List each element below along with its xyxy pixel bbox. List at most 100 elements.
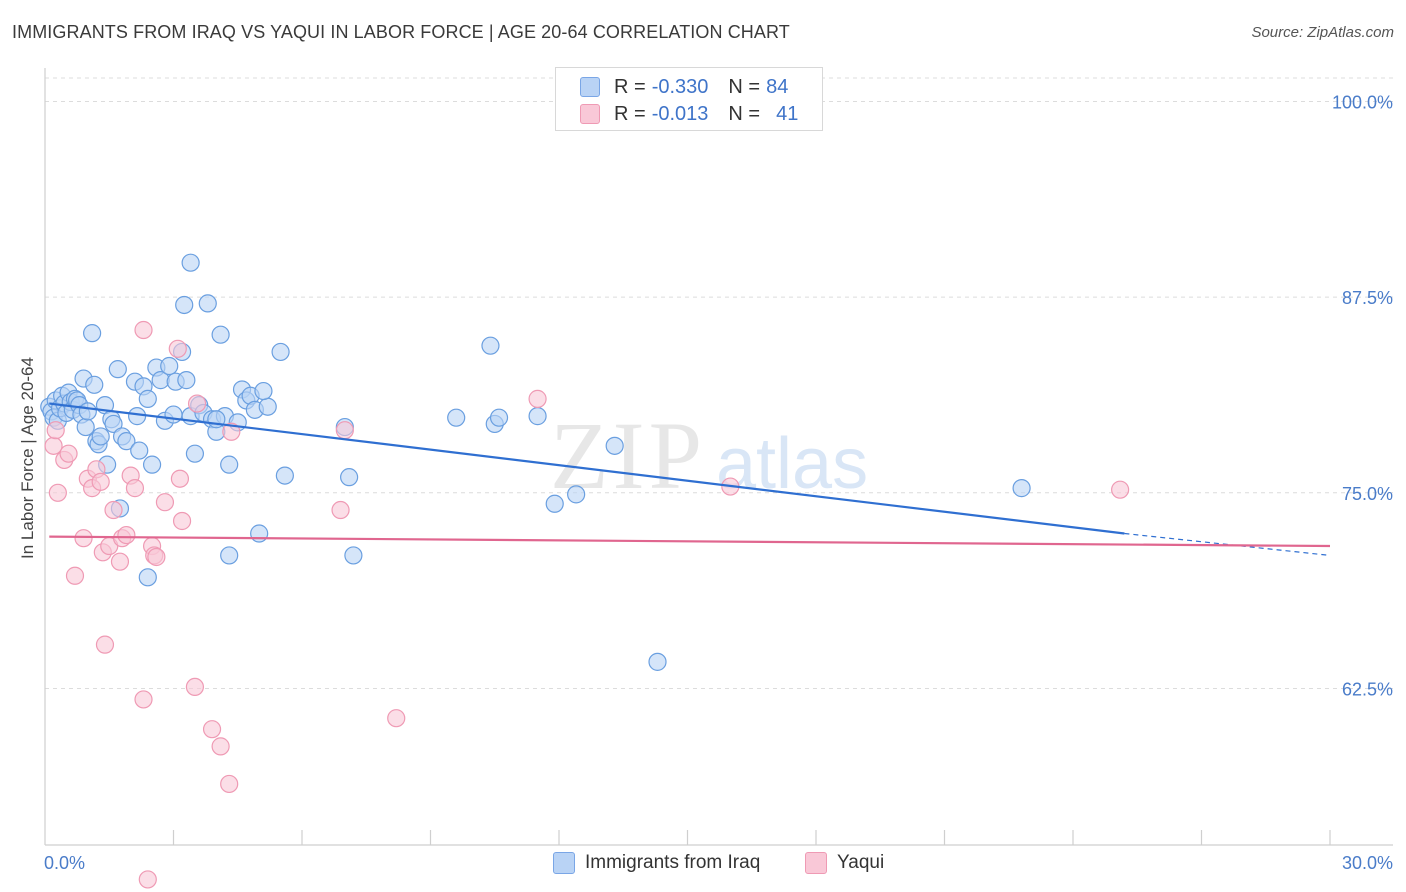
iraq-point bbox=[344, 546, 363, 565]
iraq-point bbox=[185, 444, 205, 463]
iraq-point bbox=[220, 546, 239, 565]
yaqui-point bbox=[104, 500, 123, 520]
iraq-point bbox=[198, 294, 217, 313]
legend-item-yaqui[interactable]: Yaqui bbox=[805, 852, 884, 874]
iraq-point bbox=[83, 324, 102, 343]
iraq-point bbox=[250, 524, 269, 543]
source-credit: Source: ZipAtlas.com bbox=[1251, 24, 1394, 41]
iraq-point bbox=[211, 325, 230, 344]
n-value: 84 bbox=[766, 75, 789, 98]
yaqui-point bbox=[134, 690, 153, 709]
data-points bbox=[40, 253, 1130, 889]
yaqui-point bbox=[95, 635, 115, 654]
iraq-point bbox=[567, 485, 586, 504]
yaqui-point bbox=[187, 394, 207, 413]
iraq-point bbox=[181, 253, 200, 272]
r-label: R = bbox=[614, 75, 646, 98]
legend-swatch-blue bbox=[553, 852, 575, 874]
legend-label-iraq: Immigrants from Iraq bbox=[585, 852, 761, 873]
r-value: -0.013 bbox=[651, 102, 709, 125]
iraq-point bbox=[275, 466, 294, 485]
yaqui-point bbox=[91, 472, 110, 491]
yaqui-point bbox=[172, 511, 192, 531]
iraq-point bbox=[138, 568, 157, 587]
iraq-point bbox=[177, 371, 196, 390]
yaqui-point bbox=[46, 421, 65, 440]
yaqui-point bbox=[147, 547, 166, 567]
iraq-point bbox=[1012, 479, 1031, 498]
yaqui-point bbox=[125, 479, 145, 498]
legend-row-iraq: R = -0.330 N = 84 bbox=[580, 76, 794, 98]
iraq-point bbox=[271, 342, 290, 362]
iraq-point bbox=[648, 652, 667, 671]
yaqui-point bbox=[168, 339, 187, 358]
iraq-point bbox=[258, 397, 277, 416]
tick-labels: 62.5% 75.0% 87.5% 100.0% 0.0% 30.0% bbox=[44, 92, 1393, 873]
yaqui-point bbox=[335, 421, 354, 440]
yaqui-point bbox=[44, 436, 63, 455]
yaqui-point bbox=[138, 870, 157, 889]
iraq-point bbox=[175, 295, 194, 315]
iraq-point bbox=[605, 436, 624, 455]
yaqui-point bbox=[117, 525, 136, 545]
watermark-atlas: atlas bbox=[716, 424, 868, 504]
iraq-point bbox=[104, 414, 123, 434]
legend-swatch-pink bbox=[805, 852, 827, 874]
yaqui-point bbox=[528, 389, 547, 408]
x-tick-label: 30.0% bbox=[1342, 853, 1393, 873]
yaqui-point bbox=[222, 422, 241, 441]
yaqui-point bbox=[202, 720, 222, 739]
legend-row-yaqui: R = -0.013 N = 41 bbox=[580, 103, 804, 125]
yaqui-point bbox=[155, 493, 175, 512]
yaqui-point bbox=[1111, 480, 1130, 499]
iraq-point bbox=[164, 405, 183, 424]
yaqui-point bbox=[74, 529, 93, 548]
yaqui-point bbox=[211, 737, 230, 756]
iraq-point bbox=[220, 455, 239, 474]
series-legend: Immigrants from Iraq Yaqui bbox=[0, 852, 1406, 878]
legend-label-yaqui: Yaqui bbox=[837, 852, 885, 873]
iraq-point bbox=[481, 336, 500, 355]
iraq-point bbox=[78, 402, 97, 421]
yaqui-point bbox=[331, 500, 350, 520]
legend-item-iraq[interactable]: Immigrants from Iraq bbox=[553, 852, 760, 874]
yaqui-point bbox=[185, 677, 205, 697]
iraq-point bbox=[117, 432, 136, 451]
n-label: N = bbox=[728, 75, 761, 98]
legend-swatch-blue bbox=[580, 77, 600, 97]
yaqui-point bbox=[59, 444, 78, 463]
x-tick-label: 0.0% bbox=[44, 853, 85, 873]
yaqui-point bbox=[387, 709, 406, 728]
yaqui-point bbox=[65, 566, 85, 585]
y-tick-label: 75.0% bbox=[1342, 484, 1393, 504]
iraq-point bbox=[545, 494, 564, 513]
iraq-point bbox=[130, 441, 149, 460]
iraq-point bbox=[142, 455, 162, 474]
iraq-point bbox=[76, 417, 95, 437]
y-tick-label: 62.5% bbox=[1342, 679, 1393, 699]
iraq-trend-line bbox=[49, 402, 1125, 535]
yaqui-point bbox=[48, 483, 67, 502]
y-tick-label: 100.0% bbox=[1332, 92, 1393, 112]
r-label: R = bbox=[614, 102, 646, 125]
axes bbox=[44, 68, 1393, 846]
iraq-point bbox=[528, 407, 547, 426]
iraq-point bbox=[91, 427, 110, 446]
iraq-point bbox=[447, 408, 466, 427]
iraq-point bbox=[108, 360, 127, 379]
legend-swatch-pink bbox=[580, 104, 600, 124]
iraq-point bbox=[160, 356, 179, 376]
yaqui-point bbox=[110, 552, 130, 571]
r-value: -0.330 bbox=[651, 75, 709, 98]
stats-legend: R = -0.330 N = 84 R = -0.013 N = 41 bbox=[555, 67, 823, 131]
yaqui-trend-line bbox=[49, 535, 1331, 548]
y-tick-label: 87.5% bbox=[1342, 288, 1393, 308]
chart-title: IMMIGRANTS FROM IRAQ VS YAQUI IN LABOR F… bbox=[12, 22, 790, 42]
iraq-point bbox=[489, 408, 509, 427]
iraq-point bbox=[254, 381, 273, 401]
iraq-point bbox=[340, 468, 359, 487]
yaqui-point bbox=[220, 774, 239, 794]
n-label: N = bbox=[728, 102, 761, 125]
yaqui-point bbox=[134, 320, 153, 340]
